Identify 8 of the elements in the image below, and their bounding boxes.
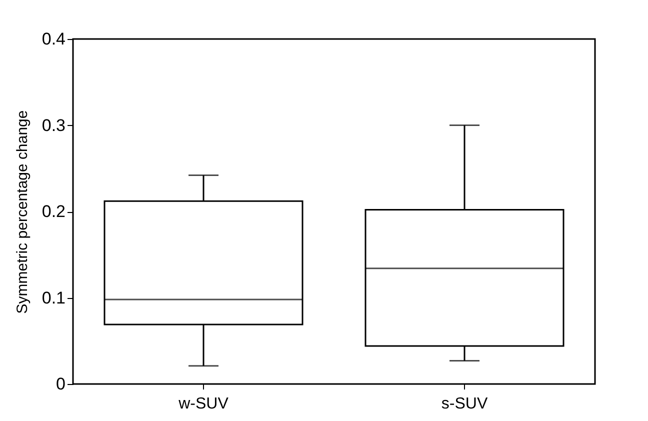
x-tick-label: w-SUV — [178, 396, 229, 412]
y-tick-label: 0.2 — [42, 202, 66, 221]
y-tick-label: 0.1 — [42, 288, 66, 308]
y-tick-label: 0 — [56, 374, 66, 394]
x-tick-label: s-SUV — [441, 396, 488, 412]
y-axis-title: Symmetric percentage change — [14, 110, 31, 314]
y-tick-label: 0.3 — [42, 116, 66, 135]
y-tick-label: 0.4 — [42, 30, 66, 48]
